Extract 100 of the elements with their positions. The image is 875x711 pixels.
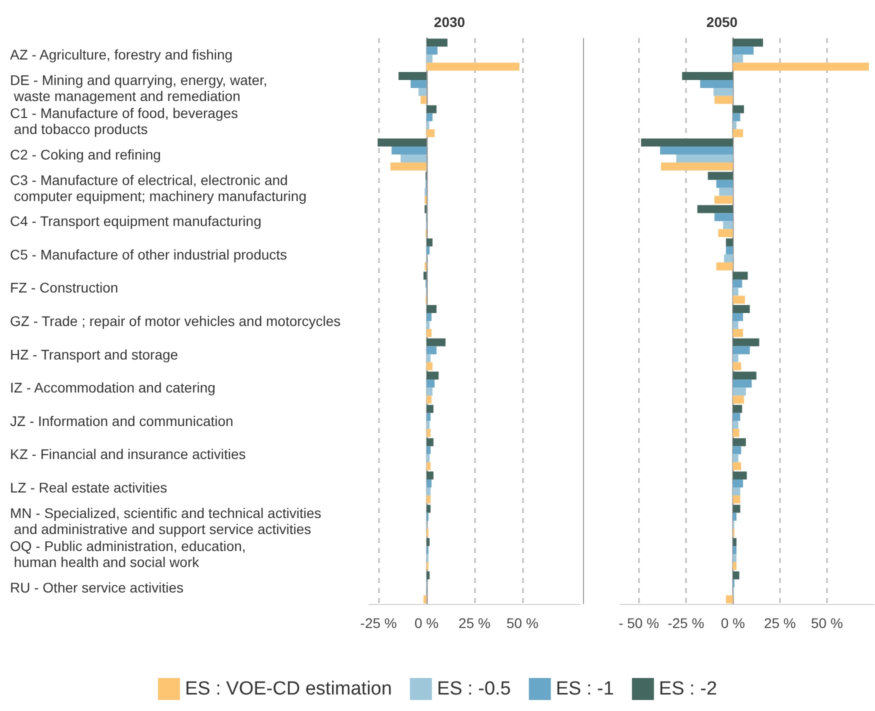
bar [423, 272, 427, 280]
bar [398, 72, 427, 80]
bar [732, 305, 750, 314]
legend-label: ES : VOE-CD estimation [184, 678, 392, 700]
bar [426, 129, 435, 138]
x-tick-label: 0 % [414, 615, 439, 631]
bar [426, 454, 430, 462]
bar [426, 38, 448, 47]
bar [732, 538, 736, 546]
bar [732, 280, 742, 288]
bar [426, 388, 432, 396]
bar [732, 121, 736, 130]
y-tick-label: KZ - Financial and insurance activities [10, 446, 246, 462]
x-tick-label: 25 % [764, 615, 796, 631]
bar [732, 388, 746, 396]
y-tick-label: JZ - Information and communication [10, 412, 234, 429]
bar [732, 396, 744, 404]
bar [732, 380, 752, 388]
bar [732, 313, 744, 321]
bar [426, 121, 430, 130]
y-tick-label: C4 - Transport equipment manufacturing [10, 213, 262, 230]
x-tick-label: 25 % [458, 615, 490, 631]
y-tick-label: IZ - Accommodation and catering [10, 380, 216, 396]
bar [426, 571, 430, 580]
bar [426, 105, 437, 114]
bar [732, 296, 745, 304]
bar [732, 46, 754, 55]
bar [426, 246, 430, 254]
bar [426, 471, 434, 480]
bar [418, 88, 427, 96]
x-tick-label: -25 % [360, 615, 397, 631]
y-tick-label: GZ - Trade ; repair of motor vehicles and motorcycles [10, 313, 341, 329]
bar [732, 404, 742, 413]
x-tick-label: -25 % [668, 615, 704, 631]
bar [732, 462, 742, 470]
bar [732, 321, 738, 329]
bar [732, 412, 740, 421]
bar [426, 113, 432, 122]
bar [426, 438, 434, 446]
bar [732, 546, 736, 554]
bar [732, 113, 740, 122]
bar [426, 479, 432, 488]
bar [716, 262, 733, 270]
x-tick-label: 50 % [811, 615, 843, 631]
bar [726, 246, 733, 254]
bar [732, 129, 744, 138]
bar [426, 446, 431, 454]
bar [410, 80, 427, 88]
bar [661, 162, 733, 171]
bar [426, 495, 431, 504]
bar [641, 138, 733, 147]
legend-label: ES : -2 [658, 678, 718, 700]
bar [426, 62, 520, 71]
bar [378, 138, 427, 147]
bar [723, 221, 733, 230]
bar [700, 80, 733, 88]
bar [732, 571, 740, 580]
bar [426, 354, 431, 362]
bar [426, 46, 438, 55]
bar [426, 305, 437, 314]
bar [420, 96, 427, 104]
bar [708, 172, 733, 180]
bar [732, 471, 747, 480]
bar [726, 238, 733, 246]
y-tick-label: C5 - Manufacture of other industrial products [10, 246, 288, 262]
bar [426, 538, 430, 546]
y-tick-label: HZ - Transport and storage [10, 346, 178, 362]
y-tick-label: OQ - Public administration, education, human health and social work [10, 538, 246, 570]
bar [732, 504, 740, 513]
bar [426, 372, 439, 380]
bar [426, 420, 430, 429]
bar [718, 229, 733, 238]
bar [732, 288, 738, 296]
bar [732, 479, 744, 488]
bar [732, 438, 746, 446]
bar [732, 454, 738, 462]
x-tick-label: 50 % [506, 615, 538, 631]
bar [719, 188, 733, 196]
bar [426, 346, 437, 354]
bar [426, 328, 432, 337]
bar [732, 328, 744, 337]
bar [732, 354, 738, 362]
bar [714, 213, 733, 222]
bar [426, 238, 432, 246]
bar [732, 487, 740, 496]
y-tick-label: RU - Other service activities [10, 579, 184, 596]
bar [392, 146, 427, 155]
x-tick-label: - 50 % [618, 615, 660, 631]
bar [732, 346, 750, 354]
bar [732, 428, 740, 437]
bar [714, 88, 733, 96]
bar [426, 504, 431, 513]
bar [732, 38, 763, 47]
bar [732, 272, 748, 280]
chart-title: 2030 [434, 14, 466, 30]
bar [426, 338, 446, 346]
chart-title: 2050 [706, 14, 738, 30]
bar [426, 412, 431, 421]
bar [732, 495, 740, 504]
bar [716, 180, 733, 188]
